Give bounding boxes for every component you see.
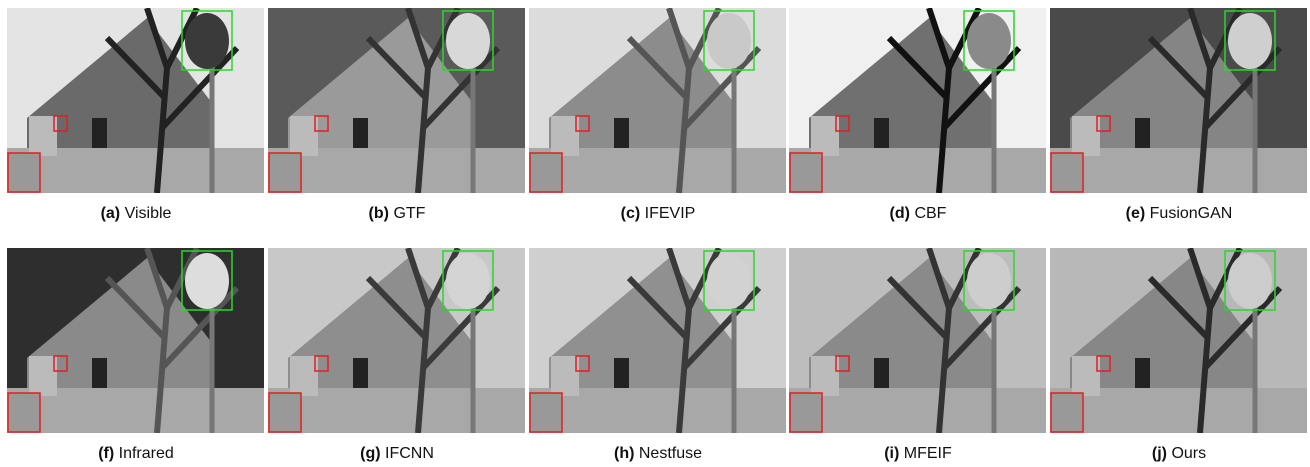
roi-inset: [1051, 393, 1083, 432]
caption-name: Ours: [1171, 445, 1206, 462]
door: [353, 358, 368, 388]
sign: [967, 13, 1011, 69]
roi-inset: [530, 393, 562, 432]
caption-name: Visible: [125, 205, 172, 222]
roi-inset: [8, 153, 40, 192]
panel: (g) IFCNN: [268, 248, 526, 463]
door: [614, 358, 629, 388]
caption-name: Nestfuse: [639, 445, 702, 462]
door: [353, 118, 368, 148]
caption-name: MFEIF: [904, 445, 952, 462]
caption-name: CBF: [914, 205, 946, 222]
caption: (b) GTF: [268, 205, 526, 223]
caption: (e) FusionGAN: [1050, 205, 1308, 223]
roi-inset: [790, 153, 822, 192]
door: [1135, 358, 1150, 388]
sign: [1228, 253, 1272, 309]
roi-inset: [269, 393, 301, 432]
fused-image: [7, 8, 264, 193]
shed: [1072, 116, 1100, 156]
panel: (d) CBF: [789, 8, 1047, 223]
fused-image: [7, 248, 264, 433]
panel: (a) Visible: [7, 8, 265, 223]
caption-name: GTF: [393, 205, 425, 222]
panel: (e) FusionGAN: [1050, 8, 1308, 223]
fused-image: [268, 8, 525, 193]
caption: (j) Ours: [1050, 445, 1308, 463]
sign: [446, 13, 490, 69]
caption-name: IFEVIP: [645, 205, 696, 222]
fused-image: [789, 8, 1046, 193]
panel: (f) Infrared: [7, 248, 265, 463]
door: [1135, 118, 1150, 148]
sign: [707, 13, 751, 69]
door: [874, 358, 889, 388]
caption: (c) IFEVIP: [529, 205, 787, 223]
fused-image: [529, 248, 786, 433]
fused-image: [789, 248, 1046, 433]
fused-image: [1050, 248, 1307, 433]
panel: (j) Ours: [1050, 248, 1308, 463]
shed: [551, 356, 579, 396]
caption-label: (j): [1152, 445, 1167, 462]
caption-label: (d): [890, 205, 910, 222]
shed: [290, 116, 318, 156]
panel: (c) IFEVIP: [529, 8, 787, 223]
caption-label: (b): [369, 205, 389, 222]
door: [614, 118, 629, 148]
shed: [811, 356, 839, 396]
caption-label: (c): [621, 205, 641, 222]
caption-label: (i): [884, 445, 899, 462]
caption-name: IFCNN: [385, 445, 434, 462]
caption: (f) Infrared: [7, 445, 265, 463]
shed: [551, 116, 579, 156]
sign: [967, 253, 1011, 309]
shed: [1072, 356, 1100, 396]
roi-inset: [1051, 153, 1083, 192]
caption: (g) IFCNN: [268, 445, 526, 463]
caption-name: Infrared: [119, 445, 174, 462]
door: [92, 358, 107, 388]
roi-inset: [530, 153, 562, 192]
roi-inset: [790, 393, 822, 432]
caption: (d) CBF: [789, 205, 1047, 223]
caption-label: (e): [1126, 205, 1146, 222]
door: [92, 118, 107, 148]
shed: [29, 356, 57, 396]
caption: (h) Nestfuse: [529, 445, 787, 463]
caption-label: (f): [98, 445, 114, 462]
figure: (a) Visible(b) GTF(c) IFEVIP(d) CBF(e) F…: [0, 0, 1310, 467]
roi-inset: [8, 393, 40, 432]
door: [874, 118, 889, 148]
caption: (a) Visible: [7, 205, 265, 223]
fused-image: [1050, 8, 1307, 193]
sign: [185, 13, 229, 69]
shed: [29, 116, 57, 156]
caption: (i) MFEIF: [789, 445, 1047, 463]
shed: [811, 116, 839, 156]
fused-image: [268, 248, 525, 433]
panel: (h) Nestfuse: [529, 248, 787, 463]
shed: [290, 356, 318, 396]
fused-image: [529, 8, 786, 193]
roi-inset: [269, 153, 301, 192]
caption-label: (h): [614, 445, 634, 462]
caption-label: (a): [101, 205, 121, 222]
sign: [185, 253, 229, 309]
sign: [1228, 13, 1272, 69]
caption-name: FusionGAN: [1150, 205, 1233, 222]
panel: (i) MFEIF: [789, 248, 1047, 463]
sign: [446, 253, 490, 309]
panel: (b) GTF: [268, 8, 526, 223]
caption-label: (g): [360, 445, 380, 462]
sign: [707, 253, 751, 309]
